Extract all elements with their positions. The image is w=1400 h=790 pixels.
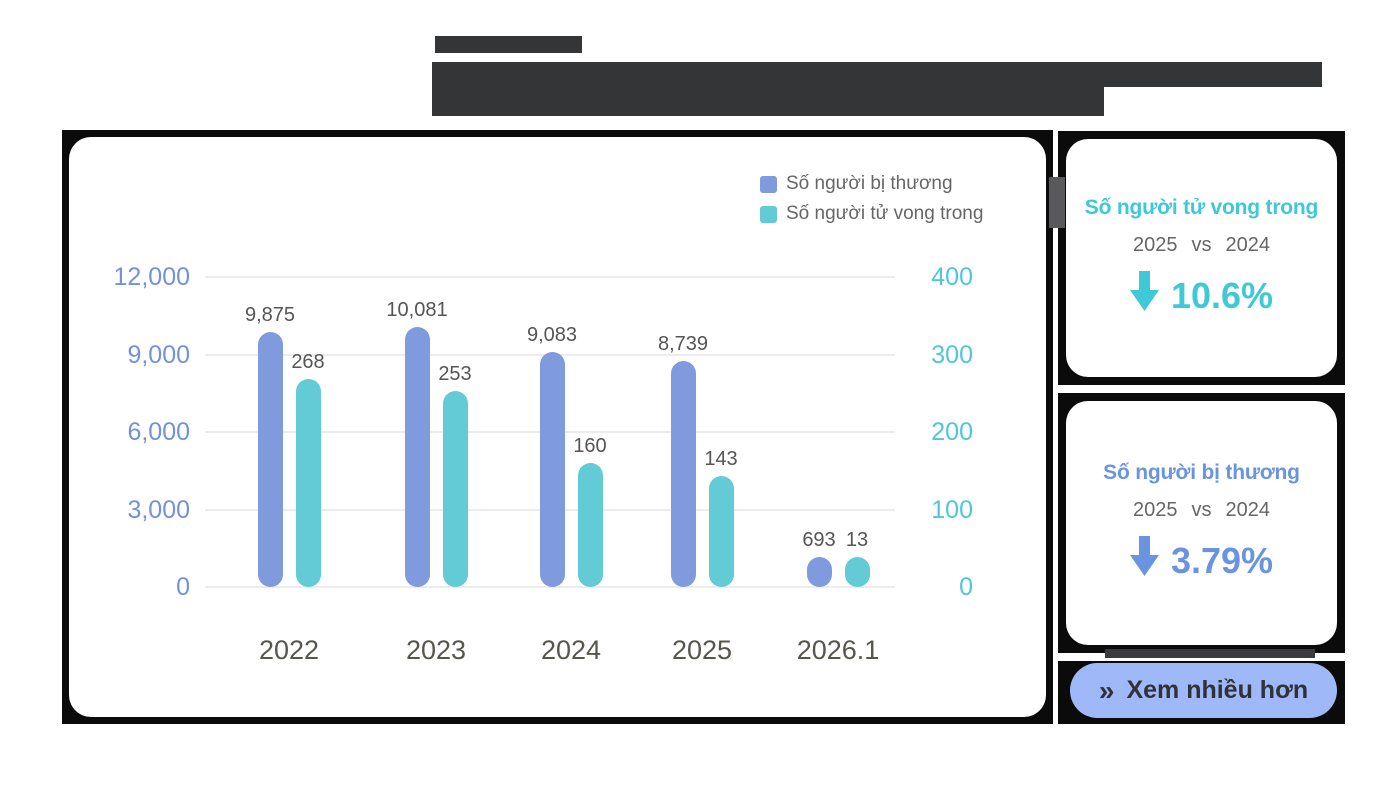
bar-value-label: 8,739	[657, 333, 709, 355]
x-axis-label: 2025	[671, 635, 733, 665]
bar-injured	[670, 361, 696, 587]
stat-change-value: 3.79%	[1170, 539, 1274, 581]
bar-deaths	[577, 463, 603, 587]
legend-item-injured: Số người bị thương	[760, 173, 983, 194]
x-axis-label: 2024	[540, 635, 602, 665]
y-axis-right-tick: 0	[959, 573, 973, 601]
legend-label-injured: Số người bị thương	[786, 173, 953, 194]
y-axis-left-tick: 0	[176, 573, 190, 601]
down-arrow-icon	[1129, 536, 1159, 585]
grey-strip-decoration	[1105, 649, 1315, 658]
compare-vs: vs	[1191, 499, 1212, 521]
compare-year-b: 2024	[1225, 234, 1271, 256]
bar-value-label: 253	[438, 363, 472, 385]
bar-injured	[404, 327, 430, 587]
bar-deaths	[295, 379, 321, 587]
redacted-title-bar	[432, 62, 1104, 116]
bar-value-label: 10,081	[386, 299, 448, 321]
bar-value-label: 268	[291, 351, 325, 373]
y-axis-right-tick: 400	[931, 263, 973, 291]
legend-swatch-injured-icon	[760, 175, 777, 193]
double-chevron-right-icon: »	[1098, 674, 1115, 706]
stat-title-injured: Số người bị thương	[1103, 461, 1300, 484]
chart-legend: Số người bị thương Số người tử vong tron…	[760, 173, 984, 224]
grey-tab-decoration	[1049, 177, 1065, 228]
stat-change-deaths: 10.6%	[1129, 271, 1274, 320]
gridline	[205, 276, 895, 278]
compare-year-b: 2024	[1225, 499, 1271, 521]
compare-vs: vs	[1191, 234, 1212, 256]
bar-deaths	[708, 476, 734, 587]
stat-panel-injured-frame: Số người bị thương 2025 vs 2024 3.79%	[1058, 393, 1345, 653]
legend-label-deaths: Số người tử vong trong	[786, 203, 984, 224]
compare-year-a: 2025	[1133, 499, 1178, 521]
bar-value-label: 143	[704, 448, 738, 470]
legend-item-deaths: Số người tử vong trong	[760, 203, 984, 224]
down-arrow-icon	[1129, 271, 1159, 320]
bar-deaths	[442, 391, 468, 587]
bar-value-label: 9,875	[244, 304, 296, 326]
y-axis-left-tick: 9,000	[127, 340, 190, 369]
stat-card-deaths: Số người tử vong trong 2025 vs 2024 10.6…	[1066, 139, 1337, 377]
bar-injured	[539, 352, 565, 587]
see-more-label: Xem nhiều hơn	[1126, 676, 1309, 704]
gridline	[205, 586, 895, 588]
y-axis-left-tick: 6,000	[127, 418, 190, 446]
stat-card-injured: Số người bị thương 2025 vs 2024 3.79%	[1066, 401, 1337, 645]
y-axis-left-tick: 3,000	[127, 495, 190, 524]
stat-change-injured: 3.79%	[1129, 536, 1274, 585]
bar-injured	[257, 332, 283, 587]
stat-title-deaths: Số người tử vong trong	[1084, 196, 1319, 219]
y-axis-right-tick: 100	[931, 495, 973, 524]
stat-compare-injured: 2025 vs 2024	[1133, 499, 1270, 522]
bar-value-label: 693	[802, 529, 836, 551]
legend-swatch-deaths-icon	[760, 205, 777, 223]
bar-value-label: 160	[573, 435, 607, 457]
compare-year-a: 2025	[1133, 234, 1178, 256]
redacted-kicker-bar	[435, 36, 582, 53]
see-more-button[interactable]: » Xem nhiều hơn	[1070, 663, 1337, 718]
stat-panel-deaths-frame: Số người tử vong trong 2025 vs 2024 10.6…	[1058, 131, 1345, 385]
redacted-subtitle-bar	[1104, 62, 1322, 87]
bar-injured	[806, 557, 832, 587]
x-axis-label: 2022	[258, 635, 320, 665]
y-axis-left-tick: 12,000	[113, 263, 190, 291]
y-axis-right-tick: 200	[931, 418, 973, 446]
x-axis-label: 2023	[405, 635, 467, 665]
stat-compare-deaths: 2025 vs 2024	[1133, 234, 1270, 257]
plot-area: 0 0 3,000 100 6,000 200 9,000 300 12,000 400 9,875…	[114, 263, 973, 665]
bar-value-label: 13	[845, 529, 869, 551]
y-axis-right-tick: 300	[931, 340, 973, 369]
bar-deaths	[844, 557, 870, 587]
stat-change-value: 10.6%	[1170, 274, 1274, 316]
bar-value-label: 9,083	[526, 324, 578, 346]
x-axis-label: 2026.1	[796, 635, 880, 665]
